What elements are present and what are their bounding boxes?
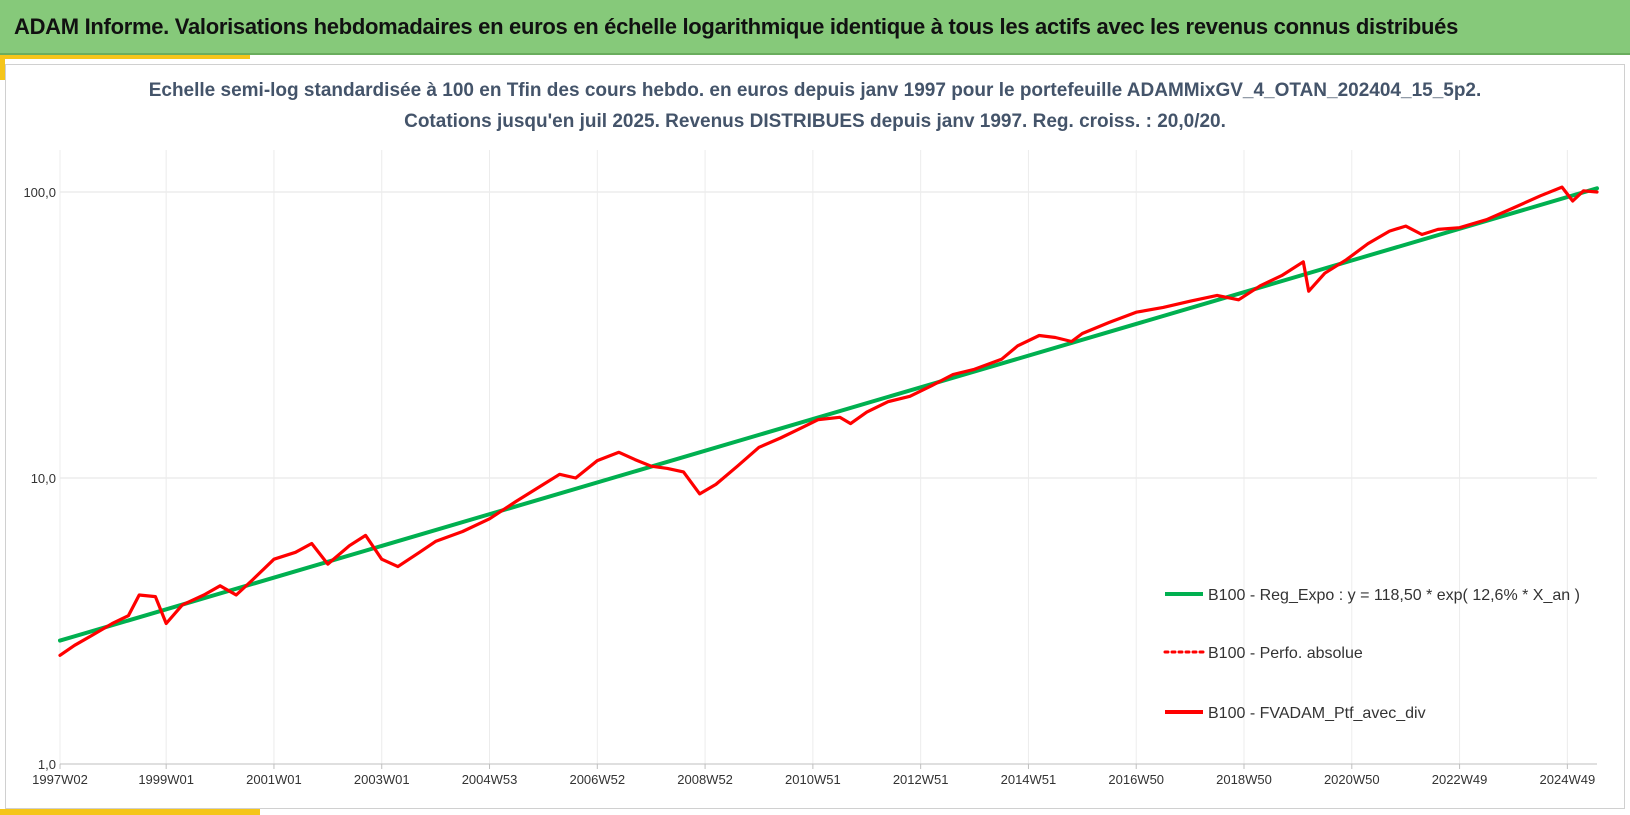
x-tick-label: 2016W50: [1108, 772, 1164, 787]
x-tick-label: 1999W01: [138, 772, 194, 787]
legend-label-0: B100 - Reg_Expo : y = 118,50 * exp( 12,6…: [1208, 587, 1580, 604]
chart-title-line2: Cotations jusqu'en juil 2025. Revenus DI…: [404, 111, 1226, 132]
x-tick-label: 2020W50: [1324, 772, 1380, 787]
x-tick-label: 2012W51: [893, 772, 949, 787]
x-tick-label: 2003W01: [354, 772, 410, 787]
x-tick-label: 2014W51: [1001, 772, 1057, 787]
x-tick-label: 2018W50: [1216, 772, 1272, 787]
legend-label-1: B100 - Perfo. absolue: [1208, 645, 1363, 662]
x-tick-label: 2024W49: [1540, 772, 1596, 787]
legend-layer: B100 - Reg_Expo : y = 118,50 * exp( 12,6…: [1163, 587, 1580, 722]
header-title: ADAM Informe. Valorisations hebdomadaire…: [14, 14, 1459, 39]
grid-layer: [59, 150, 1597, 765]
y-tick-label: 1,0: [38, 757, 56, 772]
accent-bottom-left: [0, 809, 260, 815]
legend-label-2: B100 - FVADAM_Ptf_avec_div: [1208, 705, 1426, 722]
header-bar: ADAM Informe. Valorisations hebdomadaire…: [0, 0, 1630, 55]
y-tick-label: 100,0: [23, 185, 56, 200]
series-layer: [58, 185, 1599, 657]
series-line-0: [58, 186, 1599, 643]
accent-left-edge: [0, 55, 5, 80]
x-tick-label: 2022W49: [1432, 772, 1488, 787]
chart-title-line1: Echelle semi-log standardisée à 100 en T…: [148, 80, 1482, 101]
x-tick-label: 2010W51: [785, 772, 841, 787]
x-tick-label: 2008W52: [677, 772, 733, 787]
series-line-2: [58, 185, 1599, 657]
x-tick-label: 2004W53: [462, 772, 518, 787]
axis-layer: 1,0 10,0 100,0 1997W02 1999W01 2001W01 2003W01…: [23, 185, 1597, 787]
x-tick-label: 1997W02: [32, 772, 88, 787]
y-tick-label: 10,0: [31, 471, 56, 486]
chart-frame: [5, 64, 1625, 809]
x-tick-label: 2001W01: [246, 772, 302, 787]
x-tick-label: 2006W52: [569, 772, 625, 787]
accent-top-left: [0, 55, 250, 59]
